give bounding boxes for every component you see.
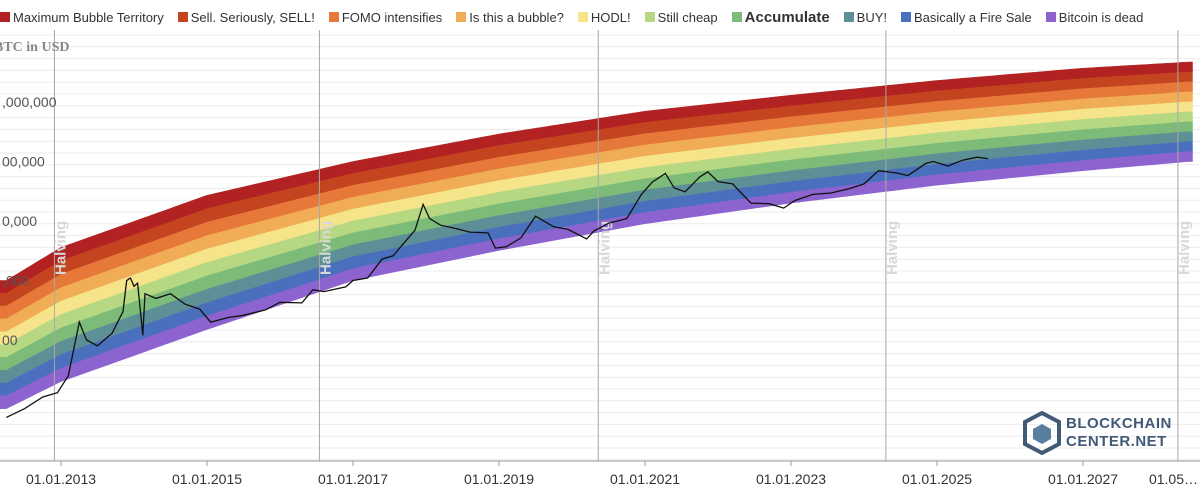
- legend-item[interactable]: BUY!: [843, 9, 888, 25]
- legend-label: Sell. Seriously, SELL!: [190, 9, 315, 25]
- legend-label: Bitcoin is dead: [1058, 9, 1144, 25]
- legend-label: Maximum Bubble Territory: [13, 9, 164, 25]
- x-tick-label: 01.01.2025: [902, 471, 972, 487]
- legend-swatch: [177, 12, 188, 22]
- legend-label: HODL!: [590, 9, 631, 25]
- rainbow-bands: [0, 61, 1193, 409]
- legend-label: BUY!: [856, 9, 888, 25]
- legend-swatch: [328, 12, 339, 22]
- x-tick-label: 01.01.2017: [318, 471, 388, 487]
- price-series: [6, 156, 989, 418]
- x-tick-label: 01.01.2015: [172, 471, 242, 487]
- legend-label: Basically a Fire Sale: [914, 9, 1032, 25]
- legend-swatch: [0, 12, 10, 22]
- legend-item[interactable]: Is this a bubble?: [456, 10, 564, 25]
- legend-item[interactable]: Accumulate: [731, 8, 830, 26]
- y-axis-title: BTC in USD: [0, 40, 69, 55]
- halving-label: Halving: [52, 221, 69, 275]
- x-tick-label: 01.05…: [1149, 471, 1198, 487]
- halving-label: Halving: [884, 221, 901, 275]
- logo-line1: BLOCKCHAIN: [1066, 415, 1172, 432]
- legend-item[interactable]: HODL!: [577, 9, 631, 25]
- legend: Maximum Bubble Territory Sell. Seriously,…: [0, 4, 1157, 30]
- y-tick-label: 0,000: [2, 213, 37, 229]
- legend-item[interactable]: Basically a Fire Sale: [901, 10, 1032, 25]
- halving-label: Halving: [1176, 221, 1193, 275]
- x-tick-label: 01.01.2019: [464, 471, 534, 487]
- x-tick-label: 01.01.2013: [26, 471, 96, 487]
- blockchaincenter-logo: BLOCKCHAIN CENTER.NET: [1022, 411, 1182, 457]
- legend-swatch: [644, 12, 655, 22]
- legend-item[interactable]: Maximum Bubble Territory: [0, 10, 164, 25]
- legend-label: Still cheap: [657, 9, 718, 25]
- y-tick-label: ,000: [2, 273, 29, 289]
- rainbow-band-10: [0, 151, 1193, 409]
- legend-label: Is this a bubble?: [469, 9, 564, 25]
- y-tick-label: 00: [2, 332, 18, 348]
- legend-swatch: [1045, 12, 1056, 22]
- legend-item[interactable]: FOMO intensifies: [328, 9, 443, 25]
- legend-swatch: [843, 12, 854, 22]
- logo-line2: CENTER.NET: [1066, 433, 1167, 450]
- legend-item[interactable]: Bitcoin is dead: [1045, 9, 1144, 25]
- logo-line2-main: CENTER: [1066, 433, 1131, 450]
- btc-price-line: [6, 156, 989, 418]
- y-tick-label: ,000,000: [2, 94, 57, 110]
- y-tick-label: 00,000: [2, 154, 45, 170]
- legend-swatch: [577, 12, 588, 22]
- x-tick-label: 01.01.2027: [1048, 471, 1118, 487]
- y-axis: BTC in USD ,000,000 00,000 0,000 ,000 00: [0, 40, 69, 348]
- legend-swatch: [901, 12, 912, 22]
- halving-label: Halving: [317, 221, 334, 275]
- legend-label: FOMO intensifies: [341, 9, 443, 25]
- legend-item[interactable]: Still cheap: [644, 9, 718, 25]
- x-tick-label: 01.01.2023: [756, 471, 826, 487]
- x-axis: 01.01.2013 01.01.2015 01.01.2017 01.01.2019…: [0, 460, 1200, 487]
- halving-markers: Halving Halving Halving Halving Halving: [52, 30, 1193, 461]
- x-tick-label: 01.01.2021: [610, 471, 680, 487]
- logo-line2-suffix: .NET: [1130, 433, 1167, 450]
- legend-label: Accumulate: [744, 8, 830, 26]
- legend-swatch: [456, 12, 467, 22]
- halving-label: Halving: [596, 221, 613, 275]
- legend-swatch: [731, 12, 742, 22]
- legend-item[interactable]: Sell. Seriously, SELL!: [177, 9, 315, 25]
- cube-logo-icon: [1023, 411, 1061, 455]
